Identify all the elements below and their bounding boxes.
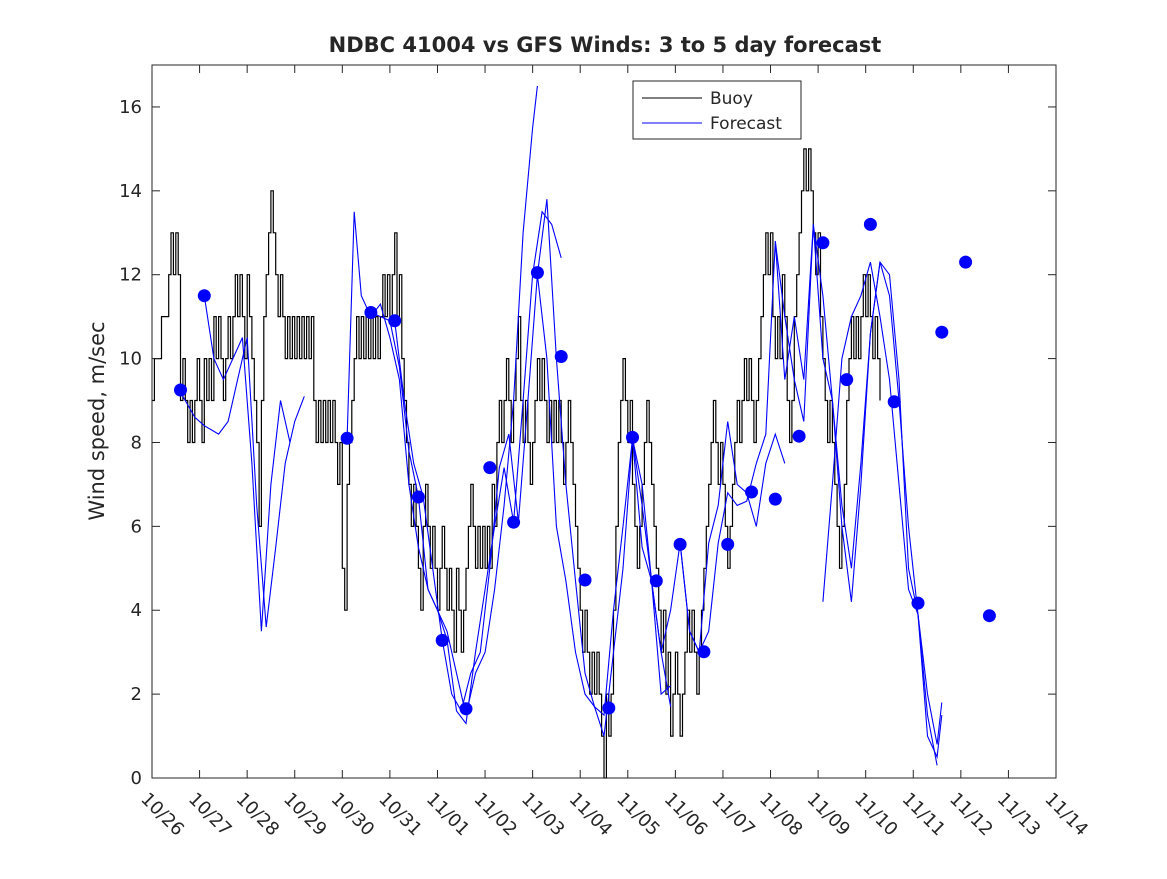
forecast-marker-12 bbox=[554, 350, 568, 363]
forecast-marker-4 bbox=[364, 306, 378, 319]
y-tick-label-2: 2 bbox=[131, 684, 142, 705]
forecast-marker-14 bbox=[602, 701, 616, 715]
forecast-marker-24 bbox=[840, 373, 854, 387]
forecast-marker-7 bbox=[435, 633, 449, 647]
forecast-marker-23 bbox=[816, 236, 830, 250]
plot-area bbox=[152, 65, 1056, 778]
forecast-series-line-5 bbox=[394, 199, 672, 737]
forecast-marker-21 bbox=[768, 492, 782, 506]
forecast-marker-16 bbox=[649, 574, 663, 588]
forecast-marker-9 bbox=[483, 461, 497, 475]
forecast-marker-5 bbox=[388, 314, 402, 328]
forecast-marker-8 bbox=[459, 702, 473, 716]
chart-title: NDBC 41004 vs GFS Winds: 3 to 5 day fore… bbox=[329, 33, 882, 57]
forecast-marker-3 bbox=[340, 431, 354, 445]
legend-box bbox=[632, 80, 802, 140]
y-tick-label-4: 4 bbox=[131, 600, 142, 621]
forecast-marker-10 bbox=[507, 515, 521, 529]
legend-forecast-label: Forecast bbox=[710, 114, 782, 134]
y-tick-label-16: 16 bbox=[119, 97, 142, 118]
y-tick-label-0: 0 bbox=[131, 768, 142, 789]
forecast-series-line-1 bbox=[180, 337, 305, 628]
forecast-series-line-2 bbox=[203, 295, 291, 632]
forecast-marker-30 bbox=[982, 609, 996, 623]
forecast-marker-19 bbox=[721, 537, 735, 551]
forecast-marker-2 bbox=[197, 289, 211, 303]
forecast-marker-28 bbox=[935, 325, 949, 339]
legend-buoy-label: Buoy bbox=[710, 89, 753, 109]
forecast-series-line-10 bbox=[822, 261, 943, 745]
forecast-series-line-9 bbox=[774, 224, 938, 766]
y-tick-label-6: 6 bbox=[131, 516, 142, 537]
legend: Buoy Forecast bbox=[632, 80, 802, 140]
axes-box bbox=[151, 64, 1057, 779]
forecast-marker-27 bbox=[911, 596, 925, 610]
y-tick-label-10: 10 bbox=[119, 349, 142, 370]
buoy-series-line bbox=[152, 148, 881, 779]
forecast-marker-29 bbox=[959, 255, 973, 269]
marker-layer bbox=[174, 217, 996, 716]
forecast-marker-25 bbox=[863, 217, 877, 231]
forecast-marker-11 bbox=[530, 266, 544, 280]
forecast-marker-6 bbox=[411, 490, 425, 504]
forecast-marker-15 bbox=[626, 430, 639, 444]
forecast-marker-20 bbox=[745, 485, 758, 499]
forecast-marker-13 bbox=[578, 573, 592, 587]
y-tick-label-12: 12 bbox=[119, 265, 142, 286]
forecast-marker-22 bbox=[792, 429, 806, 443]
series-layer bbox=[152, 85, 943, 779]
y-tick-label-8: 8 bbox=[131, 432, 142, 453]
forecast-marker-26 bbox=[887, 395, 901, 409]
forecast-series-line-6 bbox=[536, 274, 786, 717]
y-axis-label: Wind speed, m/sec bbox=[85, 321, 109, 520]
forecast-series-line-4 bbox=[370, 210, 562, 725]
forecast-marker-18 bbox=[697, 645, 711, 659]
forecast-marker-17 bbox=[673, 537, 687, 551]
forecast-marker-1 bbox=[174, 383, 187, 397]
y-tick-label-14: 14 bbox=[119, 181, 142, 202]
